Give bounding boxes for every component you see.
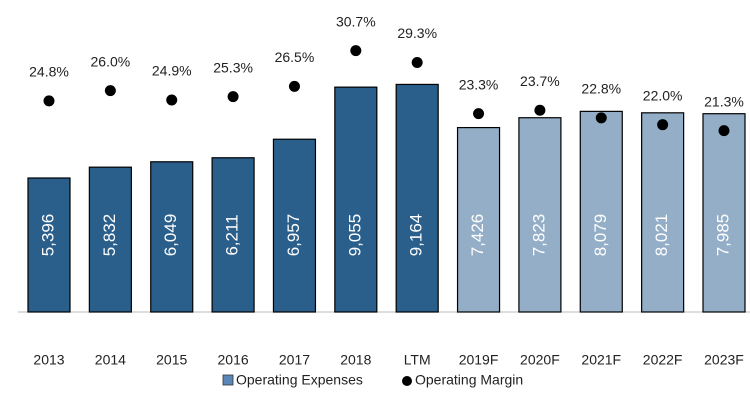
bar-value-label: 8,079 bbox=[591, 214, 610, 257]
bar-value-label: 6,049 bbox=[161, 214, 180, 257]
bar bbox=[395, 83, 439, 313]
dot-value-label: 22.0% bbox=[643, 87, 683, 103]
dot-value-label: 22.8% bbox=[581, 81, 621, 97]
dot bbox=[473, 108, 485, 120]
dot-value-label: 30.7% bbox=[336, 13, 376, 29]
bar-value-label: 7,823 bbox=[529, 214, 548, 257]
x-tick-label: 2018 bbox=[340, 352, 371, 368]
bar-value-label: 5,832 bbox=[100, 214, 119, 257]
bar bbox=[88, 166, 132, 313]
x-tick-label: 2016 bbox=[218, 352, 249, 368]
dot bbox=[288, 80, 300, 92]
dot-value-label: 23.3% bbox=[459, 76, 499, 92]
dot bbox=[595, 112, 607, 124]
legend-swatch bbox=[222, 374, 234, 386]
bar-value-label: 6,957 bbox=[284, 214, 303, 257]
dot-value-label: 26.5% bbox=[275, 49, 315, 65]
bar-value-label: 9,055 bbox=[345, 214, 364, 257]
x-tick-label: 2014 bbox=[95, 352, 126, 368]
dot-value-label: 25.3% bbox=[213, 59, 253, 75]
bar bbox=[456, 126, 501, 313]
bar-value-label: 7,426 bbox=[468, 214, 487, 257]
legend-label: Operating Expenses bbox=[236, 372, 363, 388]
bar bbox=[579, 110, 623, 313]
x-tick-label: 2021F bbox=[581, 352, 621, 368]
dot-value-label: 21.3% bbox=[704, 93, 744, 109]
dot bbox=[657, 119, 669, 131]
dot-value-label: 23.7% bbox=[520, 73, 560, 89]
x-tick-label: 2023F bbox=[704, 352, 744, 368]
dot bbox=[350, 45, 362, 57]
bar bbox=[641, 112, 685, 313]
x-tick-label: 2015 bbox=[156, 352, 187, 368]
bar bbox=[702, 113, 746, 313]
bar bbox=[272, 138, 317, 313]
dot-value-label: 26.0% bbox=[91, 53, 131, 69]
legend-label: Operating Margin bbox=[415, 372, 523, 388]
dot-value-label: 24.8% bbox=[29, 64, 69, 80]
bar-value-label: 5,396 bbox=[38, 214, 57, 257]
bar-value-label: 9,164 bbox=[407, 214, 426, 257]
x-tick-label: 2022F bbox=[643, 352, 683, 368]
x-tick-label: LTM bbox=[404, 352, 431, 368]
dot bbox=[411, 57, 423, 69]
dot bbox=[166, 94, 178, 106]
bar-value-label: 8,021 bbox=[652, 214, 671, 257]
dot-value-label: 24.9% bbox=[152, 63, 192, 79]
dot-value-label: 29.3% bbox=[397, 25, 437, 41]
dot bbox=[43, 95, 55, 107]
bar bbox=[518, 117, 562, 313]
dot bbox=[718, 125, 730, 137]
x-tick-label: 2020F bbox=[520, 352, 560, 368]
bar bbox=[150, 161, 194, 313]
bar-value-label: 6,211 bbox=[223, 214, 242, 255]
dot bbox=[227, 91, 239, 103]
dot bbox=[534, 104, 546, 116]
x-tick-label: 2017 bbox=[279, 352, 310, 368]
bar bbox=[211, 157, 255, 313]
x-tick-label: 2019F bbox=[459, 352, 499, 368]
bar bbox=[27, 177, 71, 313]
bar-value-label: 7,985 bbox=[713, 214, 732, 257]
dot bbox=[104, 85, 116, 97]
x-tick-label: 2013 bbox=[33, 352, 64, 368]
legend-swatch bbox=[402, 376, 412, 386]
bar bbox=[334, 86, 378, 313]
